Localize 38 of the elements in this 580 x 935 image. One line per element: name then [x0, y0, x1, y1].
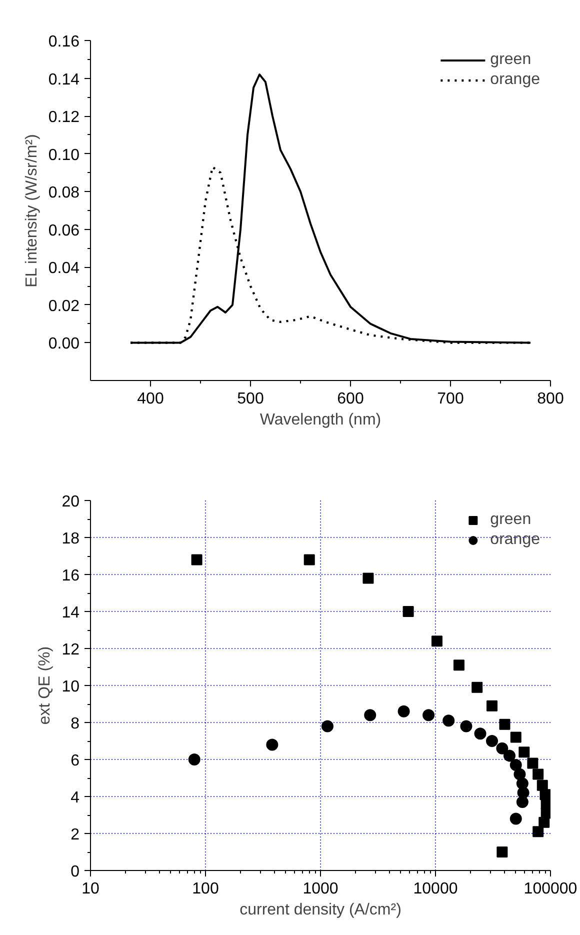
y-tick-label: 6 [70, 752, 80, 770]
y-tick-label: 0 [70, 864, 80, 880]
y-axis-title: ext QE (%) [36, 646, 54, 725]
y-tick-label: 0.10 [48, 146, 80, 164]
y-tick-label: 4 [70, 790, 80, 806]
y-tick-label: 18 [62, 530, 80, 548]
y-tick-label: 0.00 [48, 336, 80, 353]
y-tick-label: 0.06 [48, 222, 80, 240]
x-tick-label: 10 [82, 880, 100, 898]
y-tick-label: 0.14 [48, 71, 80, 88]
x-tick-label: 600 [337, 390, 364, 408]
x-tick-label: 400 [137, 390, 164, 408]
x-tick-label: 800 [537, 390, 564, 408]
legend-label: orange [490, 531, 540, 549]
y-tick-label: 2 [70, 826, 80, 844]
y-tick-label: 12 [62, 642, 80, 658]
y-tick-label: 10 [62, 678, 80, 696]
x-axis-title: current density (A/cm²) [240, 902, 402, 918]
y-tick-label: 0.12 [48, 109, 80, 126]
x-tick-label: 1000 [302, 880, 338, 898]
y-tick-label: 0.04 [48, 260, 80, 278]
legend-label: green [490, 51, 532, 69]
x-axis-title: Wavelength (nm) [260, 412, 382, 428]
x-tick-label: 10000 [413, 880, 458, 898]
legend-label: green [490, 511, 532, 529]
y-tick-label: 8 [70, 716, 80, 732]
legend-label: orange [490, 71, 540, 89]
y-axis-title: EL intensity (W/sr/m²) [23, 134, 40, 288]
x-tick-label: 700 [437, 390, 464, 408]
y-tick-label: 0.08 [48, 184, 80, 202]
y-tick-label: 20 [62, 494, 80, 510]
y-tick-label: 14 [62, 604, 80, 622]
y-tick-label: 0.02 [48, 298, 80, 315]
y-tick-label: 0.16 [48, 34, 80, 50]
x-tick-label: 500 [237, 390, 264, 408]
y-tick-label: 16 [62, 568, 80, 584]
x-tick-label: 100 [192, 880, 219, 898]
x-tick-label: 100000 [524, 880, 578, 898]
